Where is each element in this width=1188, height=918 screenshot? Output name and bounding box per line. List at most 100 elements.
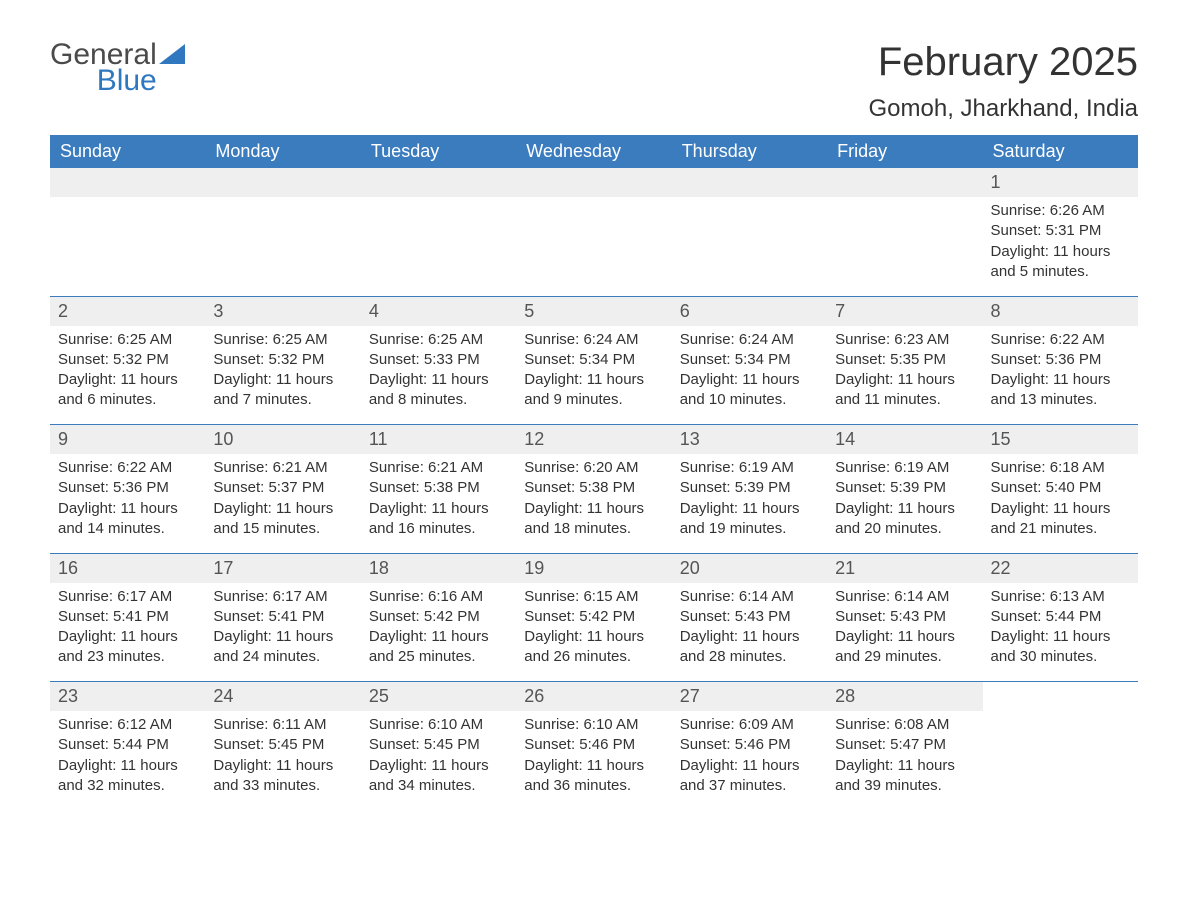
sunset-text: Sunset: 5:31 PM (991, 221, 1130, 241)
sunrise-text: Sunrise: 6:22 AM (991, 330, 1130, 350)
day-cell: 24Sunrise: 6:11 AMSunset: 5:45 PMDayligh… (205, 682, 360, 810)
daylight-text: Daylight: 11 hours and 39 minutes. (835, 756, 974, 797)
sunset-text: Sunset: 5:32 PM (58, 350, 197, 370)
day-cell: 23Sunrise: 6:12 AMSunset: 5:44 PMDayligh… (50, 682, 205, 810)
daylight-text: Daylight: 11 hours and 30 minutes. (991, 627, 1130, 668)
day-number: 9 (50, 425, 205, 454)
weekday-header: Thursday (672, 135, 827, 168)
day-body: Sunrise: 6:24 AMSunset: 5:34 PMDaylight:… (672, 326, 827, 419)
day-body: Sunrise: 6:14 AMSunset: 5:43 PMDaylight:… (672, 583, 827, 676)
sunrise-text: Sunrise: 6:12 AM (58, 715, 197, 735)
day-cell: 19Sunrise: 6:15 AMSunset: 5:42 PMDayligh… (516, 554, 671, 682)
daylight-text: Daylight: 11 hours and 7 minutes. (213, 370, 352, 411)
weekday-header: Saturday (983, 135, 1138, 168)
day-body: Sunrise: 6:12 AMSunset: 5:44 PMDaylight:… (50, 711, 205, 804)
day-number-empty (50, 168, 205, 197)
day-body: Sunrise: 6:23 AMSunset: 5:35 PMDaylight:… (827, 326, 982, 419)
logo-triangle-icon (159, 44, 185, 64)
day-number: 28 (827, 682, 982, 711)
day-body: Sunrise: 6:25 AMSunset: 5:32 PMDaylight:… (50, 326, 205, 419)
sunrise-text: Sunrise: 6:15 AM (524, 587, 663, 607)
daylight-text: Daylight: 11 hours and 37 minutes. (680, 756, 819, 797)
sunset-text: Sunset: 5:47 PM (835, 735, 974, 755)
day-number: 12 (516, 425, 671, 454)
day-number: 24 (205, 682, 360, 711)
sunrise-text: Sunrise: 6:10 AM (524, 715, 663, 735)
day-body: Sunrise: 6:10 AMSunset: 5:46 PMDaylight:… (516, 711, 671, 804)
day-body: Sunrise: 6:24 AMSunset: 5:34 PMDaylight:… (516, 326, 671, 419)
weekday-header: Monday (205, 135, 360, 168)
day-body: Sunrise: 6:08 AMSunset: 5:47 PMDaylight:… (827, 711, 982, 804)
day-body: Sunrise: 6:11 AMSunset: 5:45 PMDaylight:… (205, 711, 360, 804)
sunrise-text: Sunrise: 6:24 AM (680, 330, 819, 350)
day-cell: 22Sunrise: 6:13 AMSunset: 5:44 PMDayligh… (983, 554, 1138, 682)
day-cell (983, 682, 1138, 810)
day-number: 1 (983, 168, 1138, 197)
day-body: Sunrise: 6:19 AMSunset: 5:39 PMDaylight:… (827, 454, 982, 547)
daylight-text: Daylight: 11 hours and 9 minutes. (524, 370, 663, 411)
logo: General Blue (50, 40, 185, 96)
sunset-text: Sunset: 5:39 PM (835, 478, 974, 498)
week-row: 2Sunrise: 6:25 AMSunset: 5:32 PMDaylight… (50, 297, 1138, 425)
weekday-header: Sunday (50, 135, 205, 168)
day-number: 27 (672, 682, 827, 711)
sunset-text: Sunset: 5:45 PM (213, 735, 352, 755)
daylight-text: Daylight: 11 hours and 16 minutes. (369, 499, 508, 540)
sunrise-text: Sunrise: 6:08 AM (835, 715, 974, 735)
day-cell: 16Sunrise: 6:17 AMSunset: 5:41 PMDayligh… (50, 554, 205, 682)
sunrise-text: Sunrise: 6:17 AM (213, 587, 352, 607)
daylight-text: Daylight: 11 hours and 20 minutes. (835, 499, 974, 540)
sunrise-text: Sunrise: 6:25 AM (58, 330, 197, 350)
sunrise-text: Sunrise: 6:24 AM (524, 330, 663, 350)
daylight-text: Daylight: 11 hours and 11 minutes. (835, 370, 974, 411)
sunset-text: Sunset: 5:34 PM (524, 350, 663, 370)
sunset-text: Sunset: 5:36 PM (58, 478, 197, 498)
day-cell (205, 168, 360, 296)
header: General Blue February 2025 Gomoh, Jharkh… (50, 40, 1138, 123)
day-cell: 20Sunrise: 6:14 AMSunset: 5:43 PMDayligh… (672, 554, 827, 682)
daylight-text: Daylight: 11 hours and 34 minutes. (369, 756, 508, 797)
day-cell: 27Sunrise: 6:09 AMSunset: 5:46 PMDayligh… (672, 682, 827, 810)
sunset-text: Sunset: 5:44 PM (991, 607, 1130, 627)
sunset-text: Sunset: 5:40 PM (991, 478, 1130, 498)
day-cell: 21Sunrise: 6:14 AMSunset: 5:43 PMDayligh… (827, 554, 982, 682)
daylight-text: Daylight: 11 hours and 23 minutes. (58, 627, 197, 668)
day-number: 2 (50, 297, 205, 326)
day-body: Sunrise: 6:15 AMSunset: 5:42 PMDaylight:… (516, 583, 671, 676)
day-cell (50, 168, 205, 296)
location: Gomoh, Jharkhand, India (869, 95, 1139, 123)
day-cell: 5Sunrise: 6:24 AMSunset: 5:34 PMDaylight… (516, 297, 671, 425)
day-number: 26 (516, 682, 671, 711)
day-body: Sunrise: 6:18 AMSunset: 5:40 PMDaylight:… (983, 454, 1138, 547)
daylight-text: Daylight: 11 hours and 28 minutes. (680, 627, 819, 668)
day-body: Sunrise: 6:10 AMSunset: 5:45 PMDaylight:… (361, 711, 516, 804)
day-number-empty (672, 168, 827, 197)
calendar-table: SundayMondayTuesdayWednesdayThursdayFrid… (50, 135, 1138, 810)
day-cell: 17Sunrise: 6:17 AMSunset: 5:41 PMDayligh… (205, 554, 360, 682)
day-cell: 13Sunrise: 6:19 AMSunset: 5:39 PMDayligh… (672, 425, 827, 553)
daylight-text: Daylight: 11 hours and 33 minutes. (213, 756, 352, 797)
sunset-text: Sunset: 5:33 PM (369, 350, 508, 370)
day-cell: 11Sunrise: 6:21 AMSunset: 5:38 PMDayligh… (361, 425, 516, 553)
sunrise-text: Sunrise: 6:19 AM (680, 458, 819, 478)
week-row: 16Sunrise: 6:17 AMSunset: 5:41 PMDayligh… (50, 554, 1138, 682)
sunrise-text: Sunrise: 6:25 AM (213, 330, 352, 350)
day-body: Sunrise: 6:13 AMSunset: 5:44 PMDaylight:… (983, 583, 1138, 676)
sunset-text: Sunset: 5:38 PM (524, 478, 663, 498)
day-cell: 14Sunrise: 6:19 AMSunset: 5:39 PMDayligh… (827, 425, 982, 553)
daylight-text: Daylight: 11 hours and 14 minutes. (58, 499, 197, 540)
sunset-text: Sunset: 5:43 PM (680, 607, 819, 627)
sunrise-text: Sunrise: 6:10 AM (369, 715, 508, 735)
sunset-text: Sunset: 5:41 PM (58, 607, 197, 627)
day-number: 6 (672, 297, 827, 326)
day-number: 21 (827, 554, 982, 583)
sunset-text: Sunset: 5:45 PM (369, 735, 508, 755)
day-body: Sunrise: 6:17 AMSunset: 5:41 PMDaylight:… (50, 583, 205, 676)
week-row: 23Sunrise: 6:12 AMSunset: 5:44 PMDayligh… (50, 682, 1138, 810)
sunset-text: Sunset: 5:37 PM (213, 478, 352, 498)
weekday-row: SundayMondayTuesdayWednesdayThursdayFrid… (50, 135, 1138, 168)
sunrise-text: Sunrise: 6:13 AM (991, 587, 1130, 607)
day-cell: 3Sunrise: 6:25 AMSunset: 5:32 PMDaylight… (205, 297, 360, 425)
day-number: 13 (672, 425, 827, 454)
daylight-text: Daylight: 11 hours and 8 minutes. (369, 370, 508, 411)
